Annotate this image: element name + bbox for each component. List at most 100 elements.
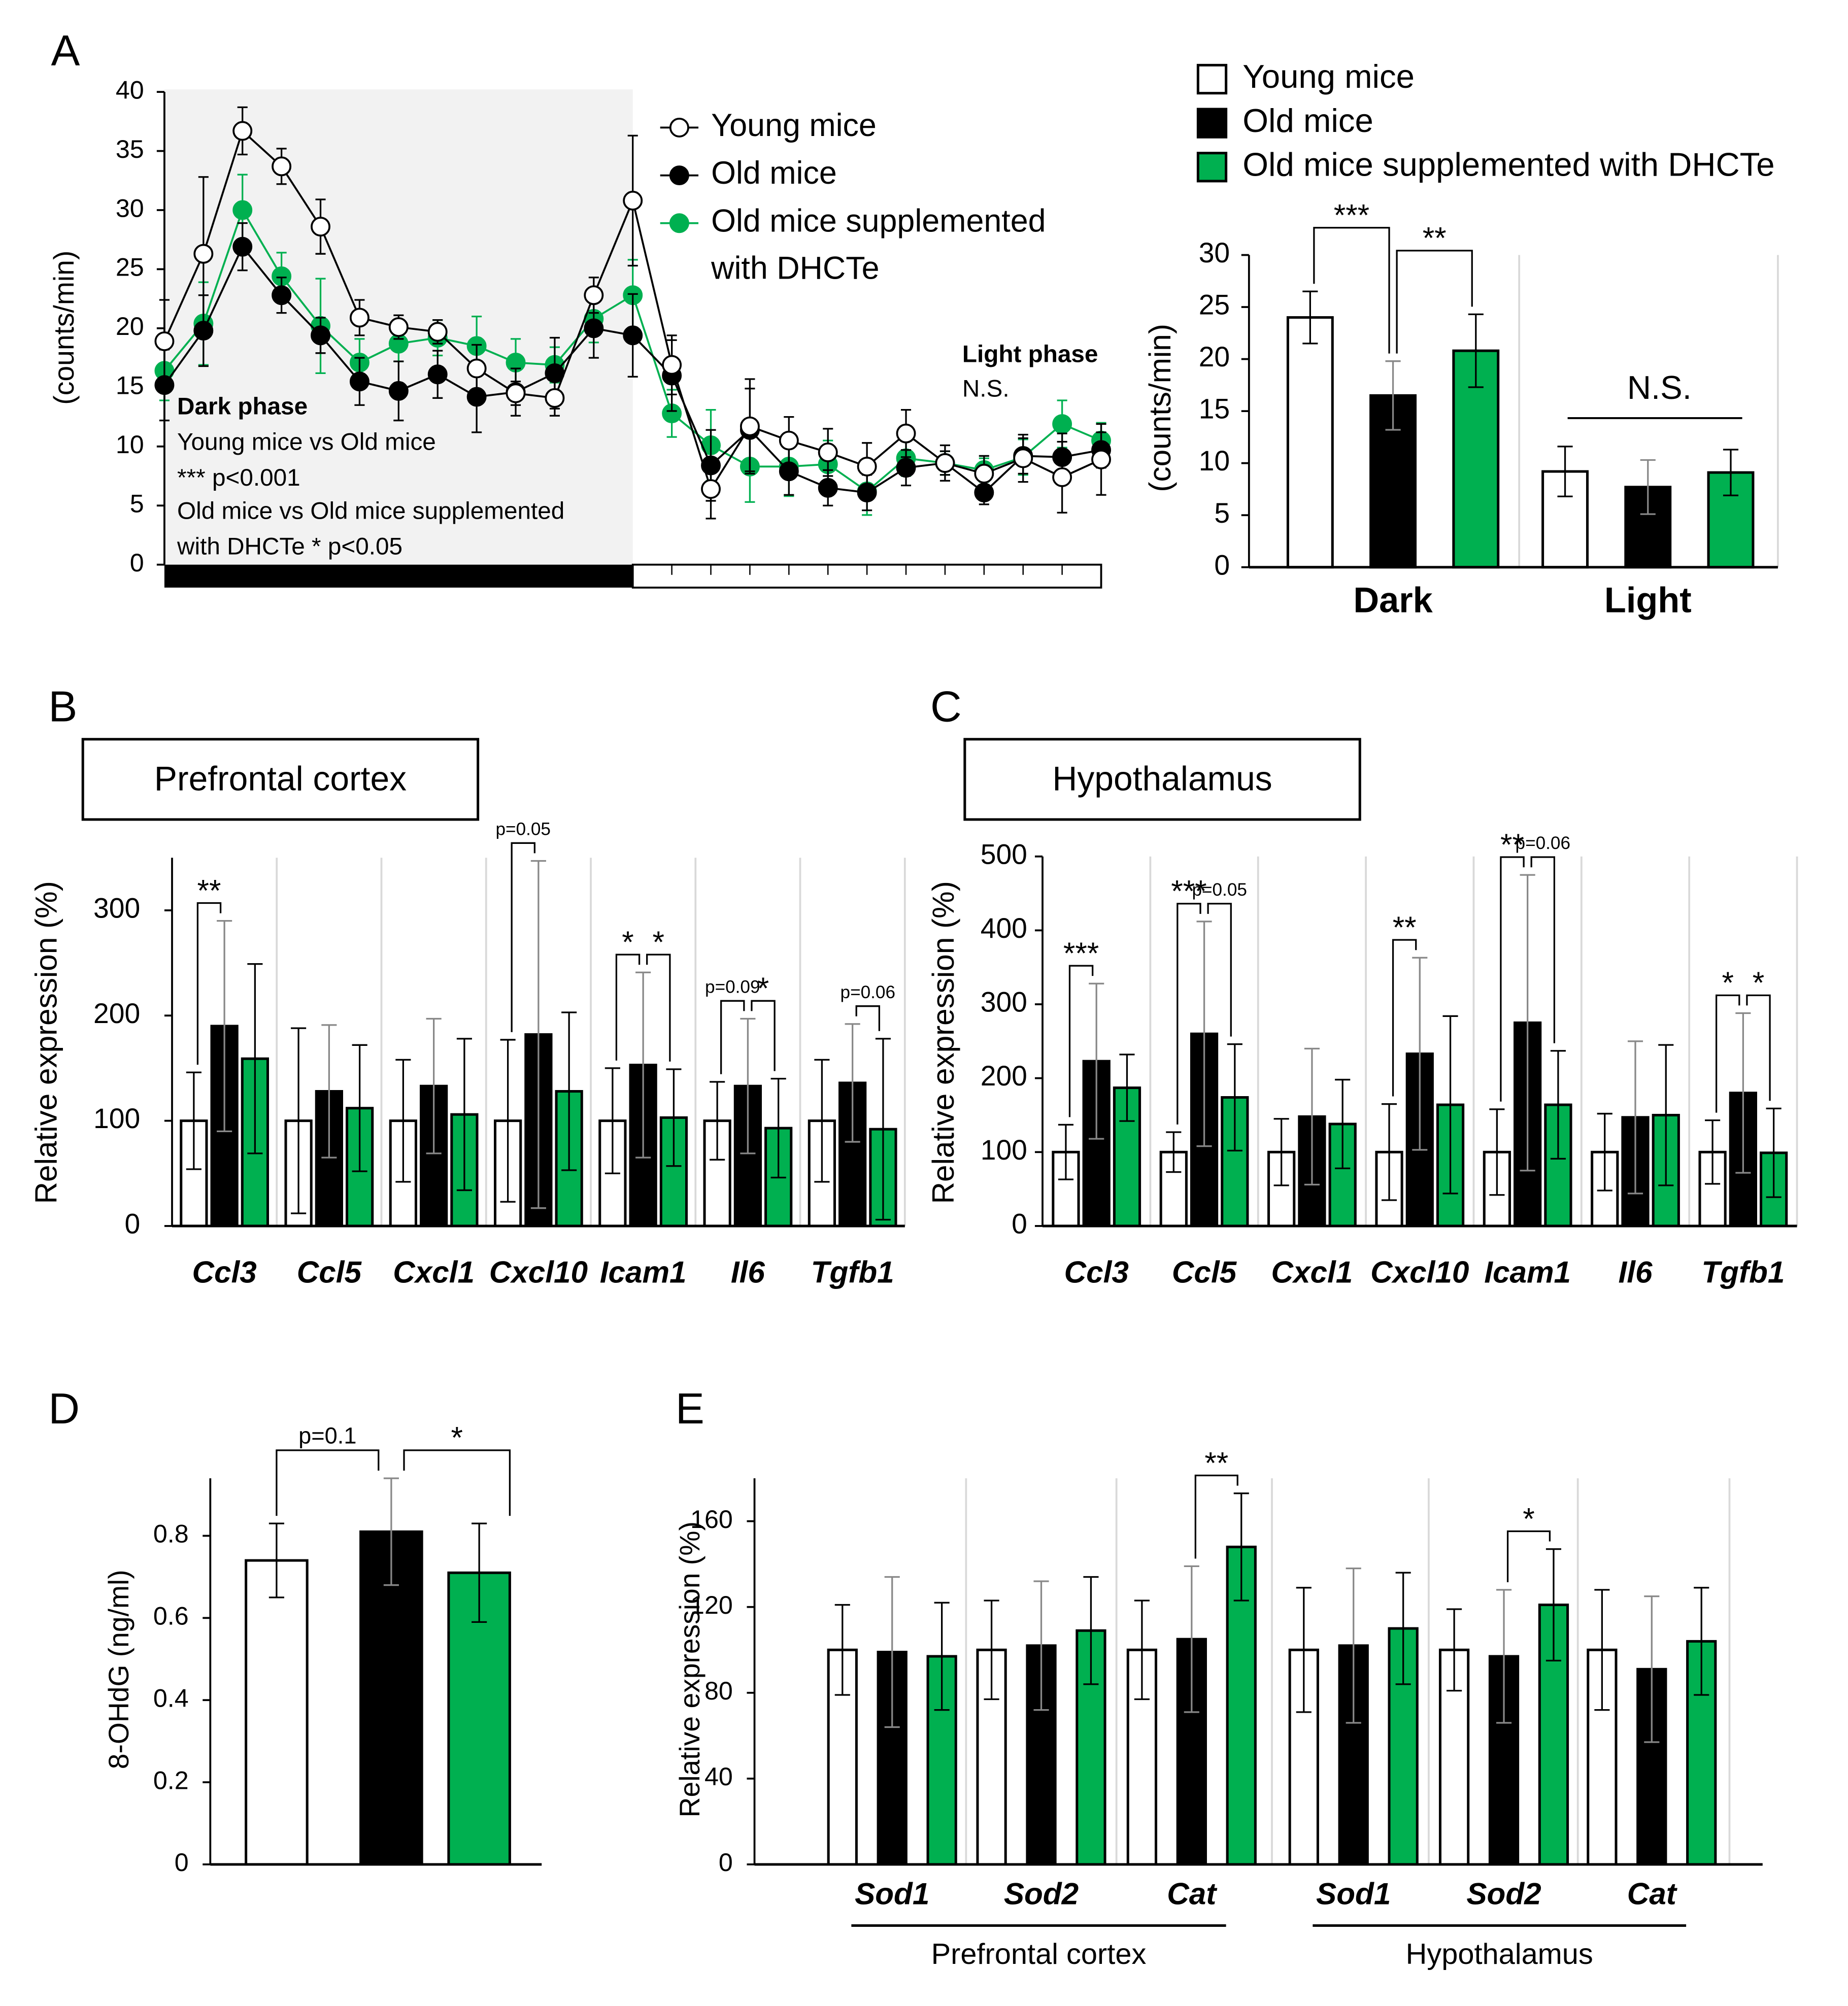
point <box>818 478 838 498</box>
significance-bracket <box>615 954 641 1061</box>
error-bar <box>740 1017 756 1154</box>
chart-title: Hypothalamus <box>1052 760 1272 798</box>
error-bar <box>561 1011 577 1171</box>
panel-label: B <box>48 683 77 731</box>
chart-title: Prefrontal cortex <box>154 760 407 798</box>
error-bar <box>666 1068 682 1167</box>
y-axis-label: Relative expression (%) <box>28 881 63 1204</box>
error-bar <box>1089 982 1104 1140</box>
point <box>857 456 877 477</box>
annotation: with DHCTe * p<0.05 <box>177 533 402 560</box>
significance-bracket <box>1068 965 1094 1117</box>
annotation: * <box>653 925 664 959</box>
annotation: Young mice vs Old mice <box>177 429 436 456</box>
x-tick-label: Icam1 <box>600 1254 687 1289</box>
error-bar <box>1296 1587 1312 1713</box>
x-tick-label: Ccl5 <box>1172 1254 1237 1289</box>
x-tick-label: Cat <box>1167 1877 1218 1911</box>
y-tick-label: 0.8 <box>153 1520 189 1548</box>
x-tick-label: Sod1 <box>1316 1877 1391 1911</box>
legend-label: Young mice <box>1242 58 1415 95</box>
significance-bracket <box>720 1000 745 1074</box>
error-bar <box>1033 1580 1049 1711</box>
error-bar <box>1346 1568 1361 1724</box>
panel-label: A <box>51 26 80 75</box>
y-tick-label: 20 <box>116 312 144 341</box>
point <box>506 383 526 403</box>
annotation: ** <box>1204 1445 1228 1480</box>
point <box>623 190 643 211</box>
y-tick-label: 25 <box>116 253 144 282</box>
significance-bracket <box>646 954 671 1062</box>
legend-marker <box>669 117 689 138</box>
significance-bracket <box>1313 227 1390 354</box>
x-tick-label: Ccl3 <box>1064 1254 1129 1289</box>
point <box>701 479 721 499</box>
y-tick-label: 5 <box>130 490 144 518</box>
error-bar <box>635 971 651 1159</box>
legend-swatch <box>1196 108 1228 139</box>
y-tick-label: 10 <box>1199 445 1230 477</box>
point <box>584 318 604 338</box>
x-tick-label: Ccl3 <box>192 1254 256 1289</box>
error-bar <box>352 1044 367 1172</box>
bar <box>1286 316 1334 569</box>
error-bar <box>186 1071 201 1170</box>
error-bar <box>1196 921 1212 1147</box>
dark-phase-bar <box>164 564 633 588</box>
legend-marker <box>669 213 689 233</box>
y-tick-label: 0.4 <box>153 1684 189 1712</box>
x-tick-label: Icam1 <box>1484 1254 1571 1289</box>
panel-label: E <box>676 1385 704 1433</box>
legend-swatch <box>1196 152 1228 183</box>
point <box>779 430 799 451</box>
error-bar <box>1304 1047 1320 1186</box>
annotation: * <box>1523 1501 1534 1536</box>
annotation: *** <box>1334 198 1369 232</box>
error-bar <box>604 1067 620 1174</box>
error-bar <box>1166 1131 1182 1173</box>
error-bar <box>1627 1040 1643 1195</box>
point <box>545 388 565 408</box>
y-tick-label: 35 <box>116 135 144 163</box>
y-axis-label: 8-OHdG (ng/ml) <box>103 1570 135 1769</box>
x-tick-label: Cxcl1 <box>1271 1254 1353 1289</box>
error-bar <box>472 1522 487 1623</box>
y-tick-label: 40 <box>704 1762 733 1791</box>
error-bar <box>1442 1015 1458 1195</box>
annotation: * <box>1753 965 1764 1000</box>
error-bar <box>1658 1044 1674 1186</box>
significance-bracket <box>196 902 222 1065</box>
error-bar <box>1496 1589 1512 1724</box>
x-tick-label: Light <box>1604 580 1692 620</box>
error-bar <box>845 1023 860 1143</box>
point <box>232 236 253 257</box>
x-tick-label: Sod1 <box>855 1877 929 1911</box>
significance-bracket <box>1506 1530 1551 1582</box>
significance-bracket <box>276 1449 380 1516</box>
point <box>623 325 643 346</box>
y-tick-label: 10 <box>116 430 144 459</box>
point <box>232 200 253 220</box>
error-bar <box>1447 1608 1462 1692</box>
significance-bracket <box>511 842 535 1032</box>
point <box>388 317 409 337</box>
error-bar <box>1520 874 1535 1172</box>
y-tick-label: 200 <box>981 1060 1027 1092</box>
error-bar <box>1083 1576 1099 1685</box>
error-bar <box>530 860 546 1209</box>
y-axis-label: Relative expression (%) <box>674 1521 705 1817</box>
annotation: p=0.06 <box>841 982 895 1002</box>
legend-label: Old mice <box>711 155 837 191</box>
title-box <box>81 738 480 821</box>
bar <box>659 1116 688 1228</box>
point <box>349 371 369 392</box>
y-tick-label: 100 <box>981 1134 1027 1166</box>
error-bar <box>934 1602 950 1711</box>
error-bar <box>268 1522 284 1599</box>
title-box <box>963 738 1361 821</box>
x-tick-label: Il6 <box>731 1254 765 1289</box>
y-tick-label: 30 <box>1199 237 1230 268</box>
annotation: p=0.05 <box>1192 880 1247 900</box>
point <box>272 285 292 305</box>
